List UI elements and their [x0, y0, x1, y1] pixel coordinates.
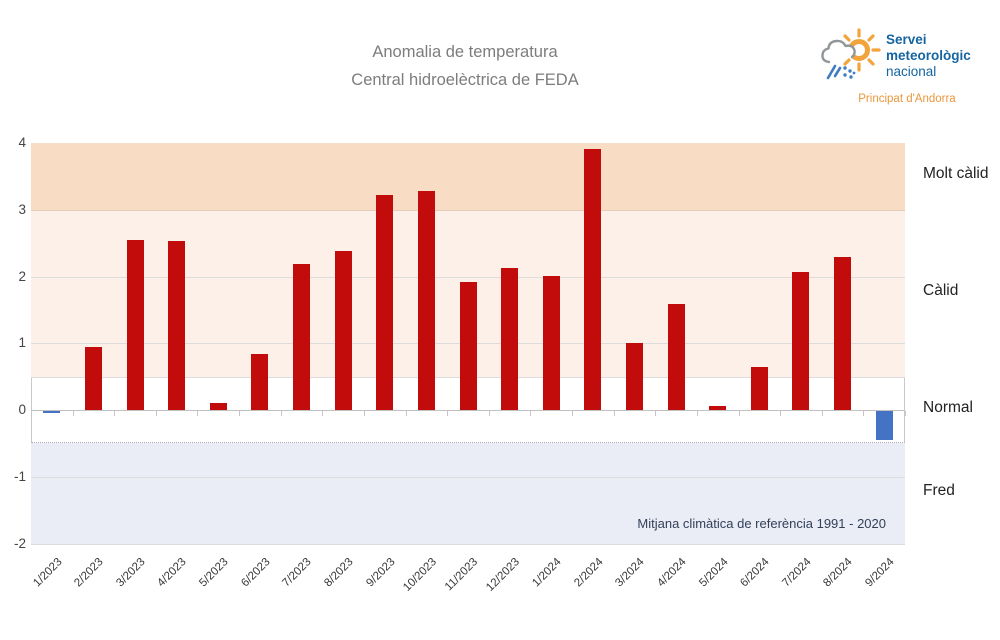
y-tick-label-4: 4	[18, 135, 26, 150]
x-axis-tick	[613, 411, 615, 416]
bar-10-2023	[417, 191, 435, 410]
bar-8-2024	[834, 257, 852, 410]
x-tick-label-10-2023: 10/2023	[400, 556, 439, 594]
brand-subtitle: Principat d'Andorra	[858, 93, 956, 105]
snow-icon	[843, 66, 856, 79]
chart-title-line1: Anomalia de temperatura	[372, 43, 558, 61]
x-axis-tick	[738, 411, 740, 416]
x-tick-label-3-2023: 3/2023	[114, 556, 148, 590]
bar-4-2024	[667, 303, 685, 410]
reference-period-note: Mitjana climàtica de referència 1991 - 2…	[637, 516, 886, 531]
x-axis-tick	[405, 411, 407, 416]
x-tick-label-11-2023: 11/2023	[443, 556, 481, 594]
gridline-3	[31, 209, 905, 211]
x-tick-label-9-2024: 9/2024	[863, 556, 897, 590]
cloud-icon	[821, 39, 856, 64]
sun-cloud-precip-icon	[821, 28, 881, 80]
gridline-m1	[31, 476, 905, 478]
rain-icon	[826, 64, 842, 80]
brand-name-line3: nacional	[886, 64, 937, 79]
band-molt-calid	[31, 143, 905, 210]
y-tick-label-0: 0	[18, 402, 26, 417]
bar-1-2023	[43, 411, 61, 414]
bar-9-2024	[875, 411, 893, 441]
bar-6-2024	[750, 367, 768, 410]
x-tick-label-1-2024: 1/2024	[530, 556, 564, 590]
brand-logo-row: Servei meteorològic nacional	[818, 26, 996, 86]
x-axis-tick	[31, 411, 32, 416]
band-label-molt-calid: Molt càlid	[923, 165, 989, 183]
x-axis-tick	[239, 411, 241, 416]
bar-7-2023	[293, 263, 311, 410]
bar-5-2023	[209, 403, 227, 410]
x-tick-label-2-2024: 2/2024	[571, 556, 606, 590]
x-tick-label-1-2023: 1/2023	[30, 556, 65, 590]
chart-title-line2: Central hidroelèctrica de FEDA	[351, 71, 579, 90]
y-tick-label-3: 3	[18, 201, 26, 217]
brand-name: Servei meteorològic nacional	[886, 32, 971, 80]
x-axis-tick	[322, 411, 324, 416]
y-tick-label-1: 1	[18, 335, 26, 351]
x-tick-label-7-2023: 7/2023	[280, 556, 315, 590]
chart-title: Anomalia de temperatura Central hidroelè…	[0, 38, 930, 94]
bar-3-2024	[625, 343, 643, 410]
x-axis-line	[31, 410, 905, 411]
x-axis-tick	[863, 411, 865, 416]
x-axis-tick	[780, 411, 782, 416]
x-axis-tick	[655, 411, 657, 416]
y-tick-label-2: 2	[18, 268, 26, 284]
bar-3-2023	[126, 239, 144, 410]
bar-5-2024	[709, 405, 727, 410]
x-tick-label-9-2023: 9/2023	[363, 556, 398, 590]
x-tick-label-5-2024: 5/2024	[696, 556, 731, 590]
x-axis-tick	[696, 411, 698, 416]
x-axis-tick	[114, 411, 116, 416]
x-tick-label-12-2023: 12/2023	[484, 556, 523, 594]
bar-2-2024	[584, 149, 602, 410]
x-tick-label-4-2024: 4/2024	[655, 556, 689, 590]
x-tick-label-6-2024: 6/2024	[738, 556, 772, 590]
band-fred	[31, 443, 905, 544]
bar-11-2023	[459, 281, 477, 410]
x-axis-tick	[363, 411, 365, 416]
bar-2-2023	[84, 347, 102, 410]
band-label-fred: Fred	[923, 482, 955, 500]
gridline-m2	[31, 543, 905, 545]
x-axis-tick	[447, 411, 449, 416]
x-axis-tick	[197, 411, 199, 416]
bar-9-2023	[376, 195, 394, 410]
y-tick-label-m2: -2	[13, 535, 26, 551]
x-tick-label-8-2024: 8/2024	[821, 556, 856, 590]
x-tick-label-2-2023: 2/2023	[72, 556, 106, 590]
x-axis-tick	[572, 411, 574, 416]
brand-name-line2: meteorològic	[886, 48, 971, 63]
x-axis-tick	[530, 411, 532, 416]
gridline-2	[31, 276, 905, 278]
bar-6-2023	[251, 353, 269, 410]
x-tick-label-3-2024: 3/2024	[613, 556, 647, 590]
x-axis-tick	[905, 411, 906, 416]
bar-7-2024	[792, 271, 810, 410]
brand-logo: Servei meteorològic nacional Principat d…	[818, 26, 996, 105]
x-axis-tick	[821, 411, 823, 416]
x-tick-label-8-2023: 8/2023	[322, 556, 356, 590]
x-tick-label-4-2023: 4/2023	[155, 556, 190, 590]
x-tick-label-7-2024: 7/2024	[780, 556, 814, 590]
bar-4-2023	[168, 241, 186, 410]
bar-8-2023	[334, 251, 352, 410]
x-axis-tick	[72, 411, 74, 416]
bar-1-2024	[542, 275, 560, 410]
x-tick-label-5-2023: 5/2023	[197, 556, 231, 590]
x-axis-tick	[488, 411, 490, 416]
x-axis-tick	[155, 411, 157, 416]
y-tick-label-m1: -1	[13, 468, 26, 484]
bar-12-2023	[501, 267, 519, 410]
brand-name-line1: Servei	[886, 32, 927, 47]
band-label-normal: Normal	[923, 399, 973, 416]
x-axis-tick	[280, 411, 282, 416]
band-label-calid: Càlid	[923, 282, 959, 300]
x-tick-label-6-2023: 6/2023	[239, 556, 273, 590]
